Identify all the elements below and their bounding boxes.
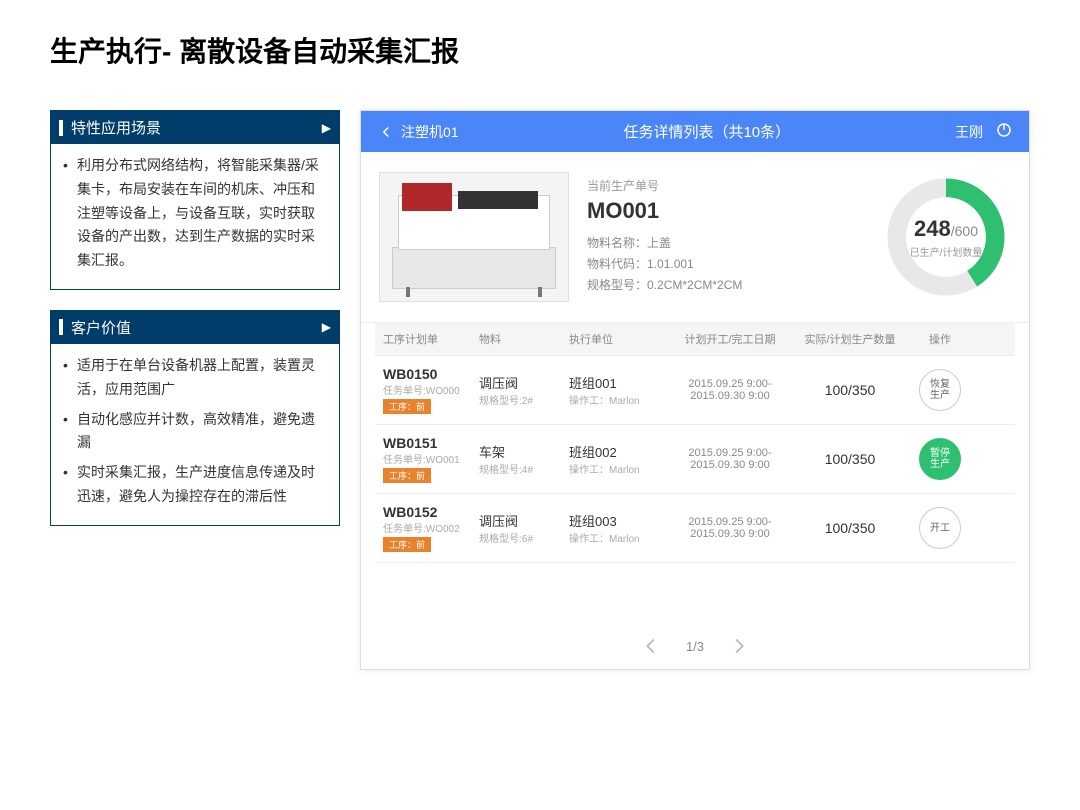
order-no-label: 当前生产单号	[587, 177, 863, 194]
page-prev-icon[interactable]	[640, 635, 662, 657]
power-icon[interactable]	[995, 121, 1013, 142]
operator: 操作工：Marlon	[569, 392, 661, 407]
feature-list: 利用分布式网络结构，将智能采集器/采集卡，布局安装在车间的机床、冲压和注塑等设备…	[63, 154, 327, 273]
table-row[interactable]: WB0151任务单号:WO001 工序：前 车架规格型号:4# 班组002操作工：Ma…	[375, 425, 1015, 494]
chart-planned: 600	[955, 223, 978, 239]
feature-item: 利用分布式网络结构，将智能采集器/采集卡，布局安装在车间的机床、冲压和注塑等设备…	[63, 154, 327, 273]
info-sidebar: 特性应用场景 ▶ 利用分布式网络结构，将智能采集器/采集卡，布局安装在车间的机床…	[50, 110, 340, 670]
app-window: 注塑机01 任务详情列表（共10条） 王刚 当前生产单号 MO001	[360, 110, 1030, 670]
pager: 1/3	[361, 623, 1029, 669]
quantity: 100/350	[795, 520, 905, 536]
date-start: 2015.09.25 9:00-	[669, 516, 791, 528]
quantity: 100/350	[795, 382, 905, 398]
page-title: 生产执行- 离散设备自动采集汇报	[50, 30, 1030, 70]
date-start: 2015.09.25 9:00-	[669, 378, 791, 390]
plan-code: WB0152	[383, 504, 471, 520]
quantity: 100/350	[795, 451, 905, 467]
chart-produced: 248	[914, 216, 951, 241]
plan-code: WB0151	[383, 435, 471, 451]
table-row[interactable]: WB0150任务单号:WO000 工序：前 调压阀规格型号:2# 班组001操作工：M…	[375, 356, 1015, 425]
task-no: 任务单号:WO000	[383, 382, 471, 397]
back-arrow-icon	[377, 123, 395, 141]
material-spec: 规格型号:2#	[479, 392, 561, 407]
col-header: 计划开工/完工日期	[665, 331, 795, 347]
col-header: 执行单位	[565, 331, 665, 347]
col-header: 物料	[475, 331, 565, 347]
value-header-title: 客户价值	[71, 317, 131, 338]
back-button[interactable]: 注塑机01	[377, 122, 459, 142]
process-tag: 工序：前	[383, 399, 431, 414]
chevron-right-icon: ▶	[322, 320, 331, 334]
chevron-right-icon: ▶	[322, 121, 331, 135]
material: 调压阀	[479, 373, 561, 392]
plan-code: WB0150	[383, 366, 471, 382]
col-header: 操作	[905, 331, 975, 347]
material: 车架	[479, 442, 561, 461]
team: 班组003	[569, 511, 661, 530]
order-summary: 当前生产单号 MO001 物料名称：上盖 物料代码：1.01.001 规格型号：…	[361, 152, 1029, 323]
value-box: 客户价值 ▶ 适用于在单台设备机器上配置，装置灵活，应用范围广自动化感应并计数，…	[50, 310, 340, 526]
spec-label: 规格型号：	[587, 278, 647, 292]
app-header: 注塑机01 任务详情列表（共10条） 王刚	[361, 111, 1029, 152]
task-no: 任务单号:WO002	[383, 520, 471, 535]
team: 班组002	[569, 442, 661, 461]
material-code: 1.01.001	[647, 257, 694, 271]
col-header: 工序计划单	[375, 331, 475, 347]
back-button-label: 注塑机01	[401, 122, 459, 142]
team: 班组001	[569, 373, 661, 392]
material: 调压阀	[479, 511, 561, 530]
table-header: 工序计划单物料执行单位计划开工/完工日期实际/计划生产数量操作	[375, 323, 1015, 356]
material-name: 上盖	[647, 236, 671, 250]
process-tag: 工序：前	[383, 468, 431, 483]
app-header-title: 任务详情列表（共10条）	[459, 121, 955, 142]
date-end: 2015.09.30 9:00	[669, 390, 791, 402]
col-header: 实际/计划生产数量	[795, 331, 905, 347]
table-body: WB0150任务单号:WO000工序：前调压阀规格型号:2#班组001操作工：M…	[375, 356, 1015, 563]
operator: 操作工：Marlon	[569, 530, 661, 545]
operation-button[interactable]: 开工	[919, 507, 961, 549]
order-no: MO001	[587, 198, 863, 224]
chart-label: 已生产/计划数量	[910, 244, 983, 259]
progress-donut-chart: 248/600 已生产/计划数量	[881, 172, 1011, 302]
date-end: 2015.09.30 9:00	[669, 528, 791, 540]
task-no: 任务单号:WO001	[383, 451, 471, 466]
value-header: 客户价值 ▶	[51, 311, 339, 344]
spec-value: 0.2CM*2CM*2CM	[647, 278, 742, 292]
feature-box: 特性应用场景 ▶ 利用分布式网络结构，将智能采集器/采集卡，布局安装在车间的机床…	[50, 110, 340, 290]
date-start: 2015.09.25 9:00-	[669, 447, 791, 459]
process-tag: 工序：前	[383, 537, 431, 552]
table-row[interactable]: WB0152任务单号:WO002 工序：前 调压阀规格型号:6# 班组003操作工：M…	[375, 494, 1015, 563]
material-spec: 规格型号:4#	[479, 461, 561, 476]
material-code-label: 物料代码：	[587, 257, 647, 271]
value-item: 实时采集汇报，生产进度信息传递及时迅速，避免人为操控存在的滞后性	[63, 461, 327, 509]
operation-button[interactable]: 暂停生产	[919, 438, 961, 480]
task-table: 工序计划单物料执行单位计划开工/完工日期实际/计划生产数量操作 WB0150任务…	[361, 323, 1029, 623]
material-name-label: 物料名称：	[587, 236, 647, 250]
operation-button[interactable]: 恢复生产	[919, 369, 961, 411]
value-item: 自动化感应并计数，高效精准，避免遗漏	[63, 408, 327, 456]
feature-header-title: 特性应用场景	[71, 117, 161, 138]
feature-header: 特性应用场景 ▶	[51, 111, 339, 144]
machine-image	[379, 172, 569, 302]
value-item: 适用于在单台设备机器上配置，装置灵活，应用范围广	[63, 354, 327, 402]
operator: 操作工：Marlon	[569, 461, 661, 476]
user-name[interactable]: 王刚	[955, 122, 983, 142]
date-end: 2015.09.30 9:00	[669, 459, 791, 471]
page-next-icon[interactable]	[728, 635, 750, 657]
order-info: 当前生产单号 MO001 物料名称：上盖 物料代码：1.01.001 规格型号：…	[587, 177, 863, 297]
value-list: 适用于在单台设备机器上配置，装置灵活，应用范围广自动化感应并计数，高效精准，避免…	[63, 354, 327, 509]
page-indicator: 1/3	[686, 639, 704, 654]
material-spec: 规格型号:6#	[479, 530, 561, 545]
